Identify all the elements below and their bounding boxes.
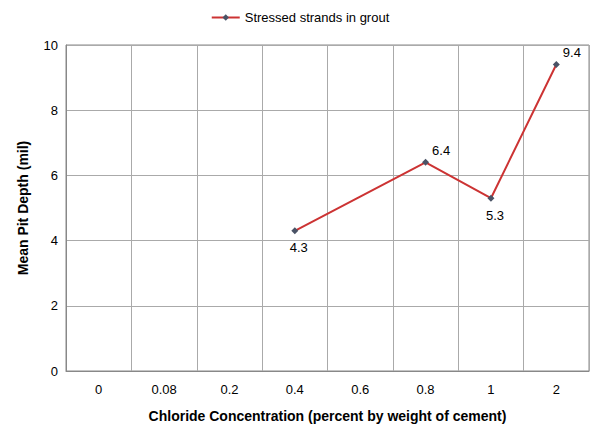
svg-text:0.2: 0.2 [220, 382, 238, 397]
svg-text:2: 2 [51, 298, 58, 313]
svg-text:Chloride Concentration (percen: Chloride Concentration (percent by weigh… [149, 408, 507, 424]
svg-text:1: 1 [487, 382, 494, 397]
svg-text:9.4: 9.4 [563, 45, 581, 60]
svg-text:0.6: 0.6 [351, 382, 369, 397]
svg-text:4: 4 [51, 233, 58, 248]
svg-text:6: 6 [51, 168, 58, 183]
svg-text:0.8: 0.8 [417, 382, 435, 397]
svg-text:0.4: 0.4 [286, 382, 304, 397]
svg-text:0: 0 [51, 364, 58, 379]
svg-text:0.08: 0.08 [151, 382, 176, 397]
svg-text:8: 8 [51, 103, 58, 118]
svg-text:5.3: 5.3 [486, 208, 504, 223]
svg-text:0: 0 [95, 382, 102, 397]
svg-text:Stressed strands in grout: Stressed strands in grout [245, 10, 390, 25]
svg-text:4.3: 4.3 [290, 240, 308, 255]
svg-text:Mean Pit Depth (mil): Mean Pit Depth (mil) [15, 141, 31, 276]
svg-text:2: 2 [553, 382, 560, 397]
svg-text:6.4: 6.4 [432, 143, 450, 158]
svg-text:10: 10 [44, 38, 58, 53]
